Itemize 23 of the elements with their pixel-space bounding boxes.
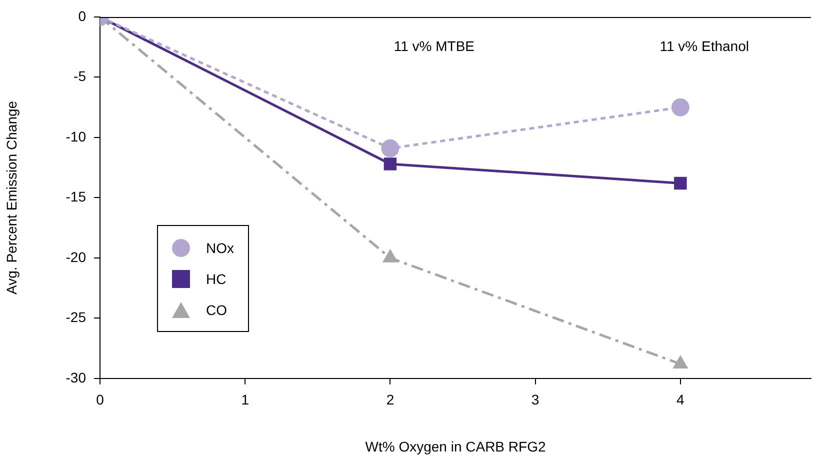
point bbox=[674, 176, 687, 190]
y-tick-label: -15 bbox=[66, 188, 86, 205]
x-tick-label: 1 bbox=[241, 392, 250, 408]
point bbox=[384, 158, 397, 170]
point bbox=[671, 98, 690, 116]
y-tick-label: 0 bbox=[78, 8, 86, 24]
y-axis-title: Avg. Percent Emission Change bbox=[3, 100, 20, 294]
x-tick-label: 0 bbox=[96, 392, 104, 408]
y-tick-label: -10 bbox=[66, 128, 86, 144]
legend-label: HC bbox=[206, 270, 226, 287]
y-tick-label: -25 bbox=[66, 309, 86, 326]
annotation: 11 v% Ethanol bbox=[660, 38, 749, 54]
x-tick-label: 4 bbox=[676, 392, 685, 408]
y-tick-label: -5 bbox=[74, 68, 86, 84]
point bbox=[381, 139, 400, 158]
x-axis-title: Wt% Oxygen in CARB RFG2 bbox=[365, 438, 546, 454]
legend-label: NOx bbox=[206, 240, 234, 256]
legend-label: CO bbox=[206, 302, 227, 318]
y-tick-label: -20 bbox=[66, 248, 86, 265]
x-tick-label: 2 bbox=[386, 392, 394, 408]
x-tick-label: 3 bbox=[531, 392, 540, 408]
annotation: 11 v% MTBE bbox=[394, 38, 474, 54]
y-tick-label: -30 bbox=[66, 369, 86, 386]
